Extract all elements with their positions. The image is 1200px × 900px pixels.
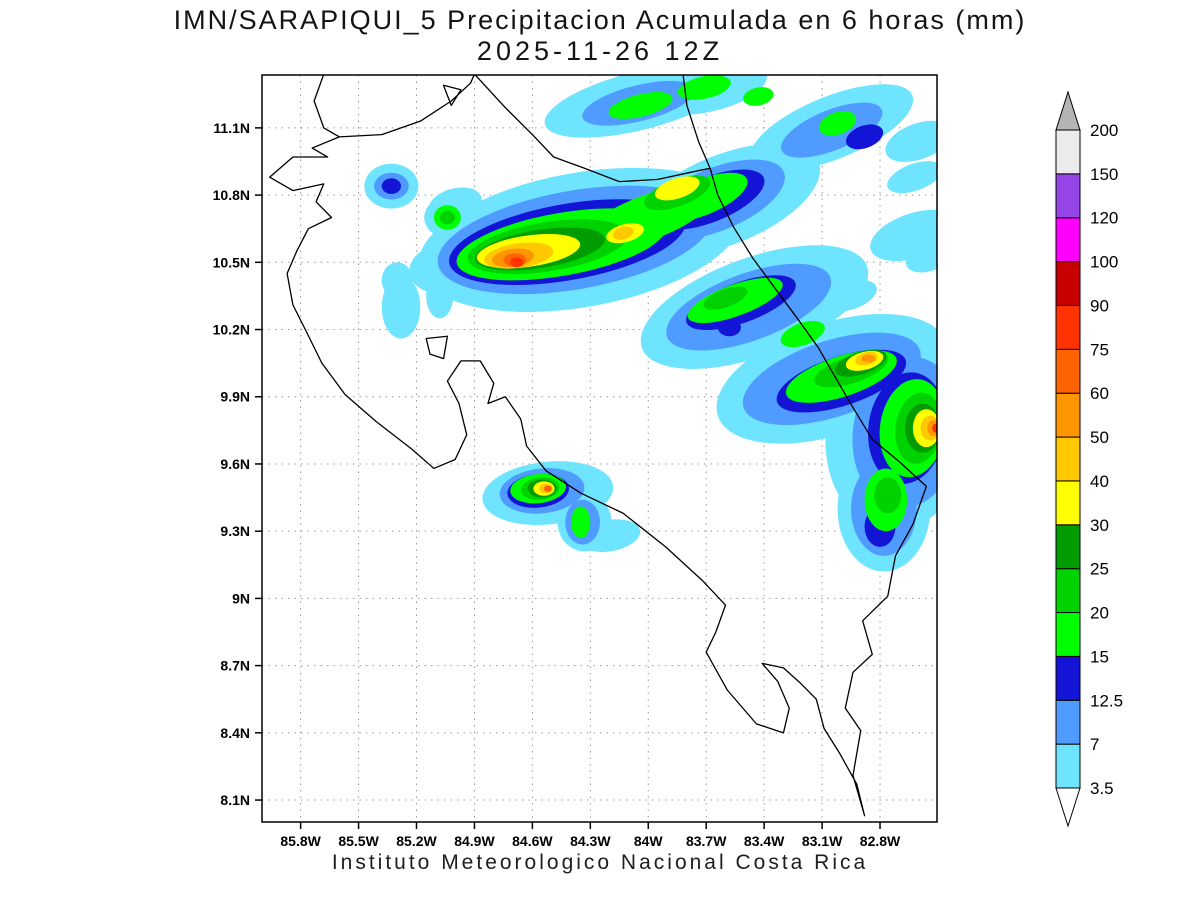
- precip-cell: [677, 75, 731, 100]
- colorbar-label: 7: [1090, 735, 1099, 754]
- colorbar-segment: [1055, 568, 1081, 614]
- lat-tick-label: 9.6N: [220, 456, 250, 472]
- colorbar-label: 150: [1090, 165, 1118, 184]
- precip-cell: [885, 120, 937, 162]
- lon-tick-label: 84.9W: [454, 833, 495, 849]
- colorbar-below-arrow: [1055, 787, 1081, 828]
- precip-cell: [703, 286, 748, 310]
- lon-tick-label: 85.2W: [396, 833, 437, 849]
- colorbar-segment: [1055, 524, 1081, 570]
- colorbar-segment: [1055, 129, 1081, 175]
- colorbar-segment: [1055, 436, 1081, 482]
- lat-tick-label: 11.1N: [213, 120, 250, 136]
- lon-tick-label: 84W: [634, 833, 664, 849]
- precip-cell: [887, 161, 937, 194]
- colorbar-label: 3.5: [1090, 779, 1114, 798]
- lat-tick-label: 8.4N: [220, 725, 250, 741]
- precip-cell: [905, 243, 937, 273]
- colorbar-segment: [1055, 612, 1081, 657]
- colorbar-segment: [1055, 304, 1081, 350]
- precip-cell: [825, 280, 877, 312]
- colorbar-label: 60: [1090, 384, 1109, 403]
- precip-cell: [439, 210, 456, 225]
- lon-tick-label: 84.6W: [512, 833, 553, 849]
- lon-tick-label: 83.1W: [802, 833, 843, 849]
- precip-cell: [743, 87, 774, 106]
- colorbar-segment: [1055, 480, 1081, 526]
- chart-title: IMN/SARAPIQUI_5 Precipitacion Acumulada …: [173, 5, 1027, 35]
- lon-tick-label: 82.8W: [860, 833, 901, 849]
- precip-cell: [861, 354, 876, 363]
- precip-cell: [657, 172, 748, 222]
- precip-cell: [874, 477, 902, 514]
- footer-caption: Instituto Meteorologico Nacional Costa R…: [331, 851, 869, 874]
- colorbar-segment: [1055, 392, 1081, 438]
- lat-tick-label: 10.2N: [213, 322, 250, 338]
- island-outline: [425, 335, 449, 360]
- colorbar-label: 100: [1090, 253, 1118, 272]
- colorbar-label: 200: [1090, 121, 1118, 140]
- lon-tick-label: 85.8W: [280, 833, 321, 849]
- colorbar-label: 75: [1090, 340, 1109, 359]
- colorbar-label: 90: [1090, 296, 1109, 315]
- lat-tick-label: 9N: [232, 590, 250, 606]
- precip-cell: [717, 318, 741, 337]
- colorbar-above-arrow: [1055, 90, 1081, 131]
- colorbar-label: 20: [1090, 604, 1109, 623]
- precip-cell: [870, 209, 937, 262]
- colorbar-segment: [1055, 173, 1081, 219]
- precip-cell: [818, 110, 857, 136]
- colorbar-segment: [1055, 743, 1081, 789]
- colorbar-label: 40: [1090, 472, 1109, 491]
- colorbar-segment: [1055, 217, 1081, 263]
- precip-cell: [381, 178, 402, 194]
- plot-frame: [261, 74, 938, 823]
- lon-tick-label: 83.4W: [744, 833, 785, 849]
- axes: 85.8W 85.5W 85.2W 84.9W 84.6W 84.3W 84W 83.7W 83…: [213, 120, 901, 849]
- colorbar-label: 50: [1090, 428, 1109, 447]
- lon-tick-label: 85.5W: [338, 833, 379, 849]
- lat-tick-label: 9.9N: [220, 389, 250, 405]
- precip-cell: [543, 485, 552, 492]
- lat-tick-label: 9.3N: [220, 523, 250, 539]
- island-outline: [442, 84, 462, 107]
- colorbar-segment: [1055, 699, 1081, 745]
- coastline: [339, 75, 475, 138]
- lat-tick-label: 8.7N: [220, 658, 250, 674]
- coastlines: [269, 75, 928, 817]
- precip-cell: [612, 226, 634, 240]
- precip-cell: [608, 92, 673, 119]
- precip-cell: [654, 176, 700, 201]
- colorbar-segment: [1055, 261, 1081, 306]
- lat-tick-label: 10.8N: [213, 187, 250, 203]
- colorbar-segment: [1055, 655, 1081, 701]
- precip-cell: [571, 506, 591, 538]
- coastline: [269, 75, 928, 817]
- precip-cell: [510, 257, 524, 268]
- lat-tick-label: 10.5N: [213, 254, 250, 270]
- colorbar-label: 30: [1090, 516, 1109, 535]
- precip-cell: [846, 124, 884, 150]
- chart-subtitle: 2025-11-26 12Z: [476, 36, 724, 66]
- precip-cell: [932, 423, 937, 433]
- colorbar: 3.5 7 12.5 15 20 25 30 40 50 60 75 90 100 120 150 200: [1055, 90, 1123, 828]
- colorbar-label: 15: [1090, 647, 1109, 666]
- colorbar-label: 12.5: [1090, 691, 1123, 710]
- precip-cell: [381, 262, 413, 299]
- lon-tick-label: 83.7W: [686, 833, 727, 849]
- coastline: [474, 75, 711, 183]
- lat-tick-label: 8.1N: [220, 792, 250, 808]
- precip-cell: [426, 273, 454, 319]
- colorbar-label: 120: [1090, 209, 1118, 228]
- colorbar-segment: [1055, 348, 1081, 394]
- lon-tick-label: 84.3W: [570, 833, 611, 849]
- colorbar-label: 25: [1090, 560, 1109, 579]
